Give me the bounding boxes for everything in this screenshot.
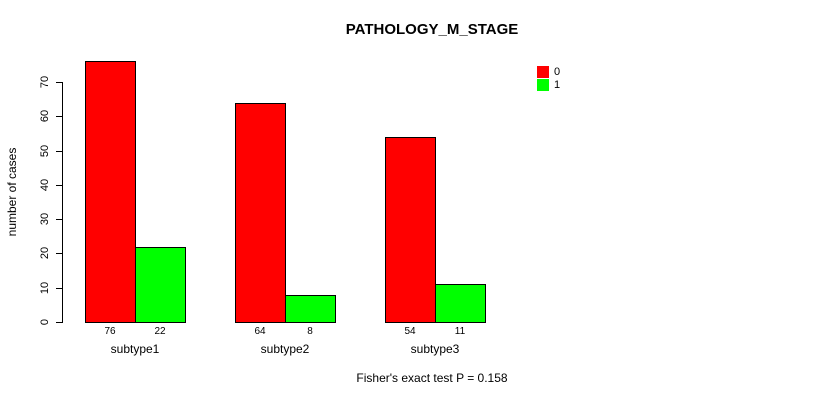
category-label-subtype3: subtype3 [410, 342, 460, 356]
legend-entry-1: 1 [537, 79, 560, 91]
bar-subtype1-series0 [85, 61, 136, 323]
y-axis-line [62, 82, 63, 323]
legend-label: 1 [554, 79, 561, 91]
legend-entry-0: 0 [537, 66, 560, 78]
y-axis-label: number of cases [5, 147, 19, 237]
y-tick-label: 50 [39, 144, 51, 158]
bar-subtype2-series0 [235, 103, 286, 323]
y-axis-tick [56, 322, 62, 323]
bar-subtype3-series1 [435, 284, 486, 323]
bar-value-label: 8 [307, 326, 313, 337]
y-axis-tick [56, 219, 62, 220]
bar-subtype1-series1 [135, 247, 186, 323]
y-tick-label: 60 [39, 109, 51, 123]
y-axis-tick [56, 185, 62, 186]
y-axis-tick [56, 116, 62, 117]
category-label-subtype2: subtype2 [260, 342, 310, 356]
legend-label: 0 [554, 66, 561, 78]
y-tick-label: 20 [39, 246, 51, 260]
category-label-subtype1: subtype1 [110, 342, 160, 356]
stat-annotation: Fisher's exact test P = 0.158 [356, 371, 508, 385]
y-tick-label: 30 [39, 212, 51, 226]
bar-value-label: 22 [154, 326, 166, 337]
legend-swatch-1 [537, 79, 549, 91]
y-tick-label: 70 [39, 75, 51, 89]
bar-subtype3-series0 [385, 137, 436, 323]
y-tick-label: 40 [39, 178, 51, 192]
bar-value-label: 54 [404, 326, 416, 337]
bar-value-label: 76 [104, 326, 116, 337]
bar-value-label: 11 [454, 326, 466, 337]
y-axis-tick [56, 82, 62, 83]
y-axis-tick [56, 253, 62, 254]
chart-title: PATHOLOGY_M_STAGE [345, 21, 519, 38]
y-axis-tick [56, 151, 62, 152]
legend-swatch-0 [537, 66, 549, 78]
bar-subtype2-series1 [285, 295, 336, 323]
y-axis-tick [56, 288, 62, 289]
y-tick-label: 10 [39, 281, 51, 295]
bar-value-label: 64 [254, 326, 266, 337]
y-tick-label: 0 [39, 318, 51, 326]
